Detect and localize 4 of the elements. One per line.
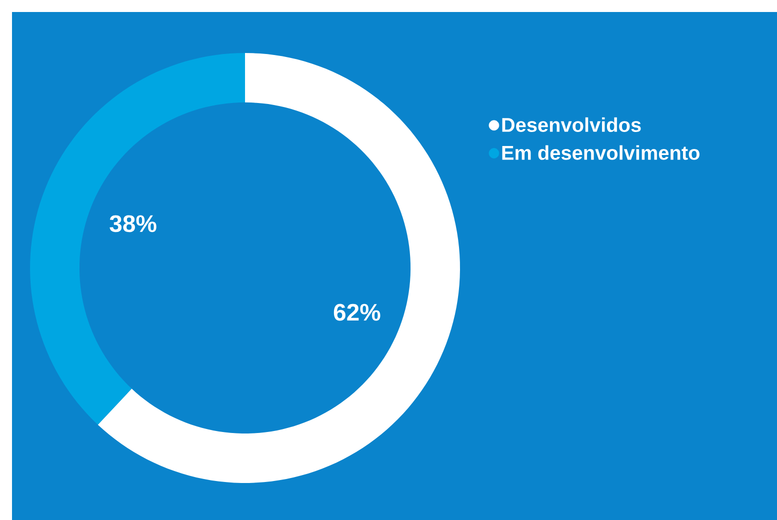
data-label: 38% xyxy=(110,215,156,232)
legend-label: Desenvolvidos xyxy=(502,117,641,132)
legend-label: Em desenvolvimento xyxy=(502,145,700,160)
data-label: 62% xyxy=(334,304,380,321)
